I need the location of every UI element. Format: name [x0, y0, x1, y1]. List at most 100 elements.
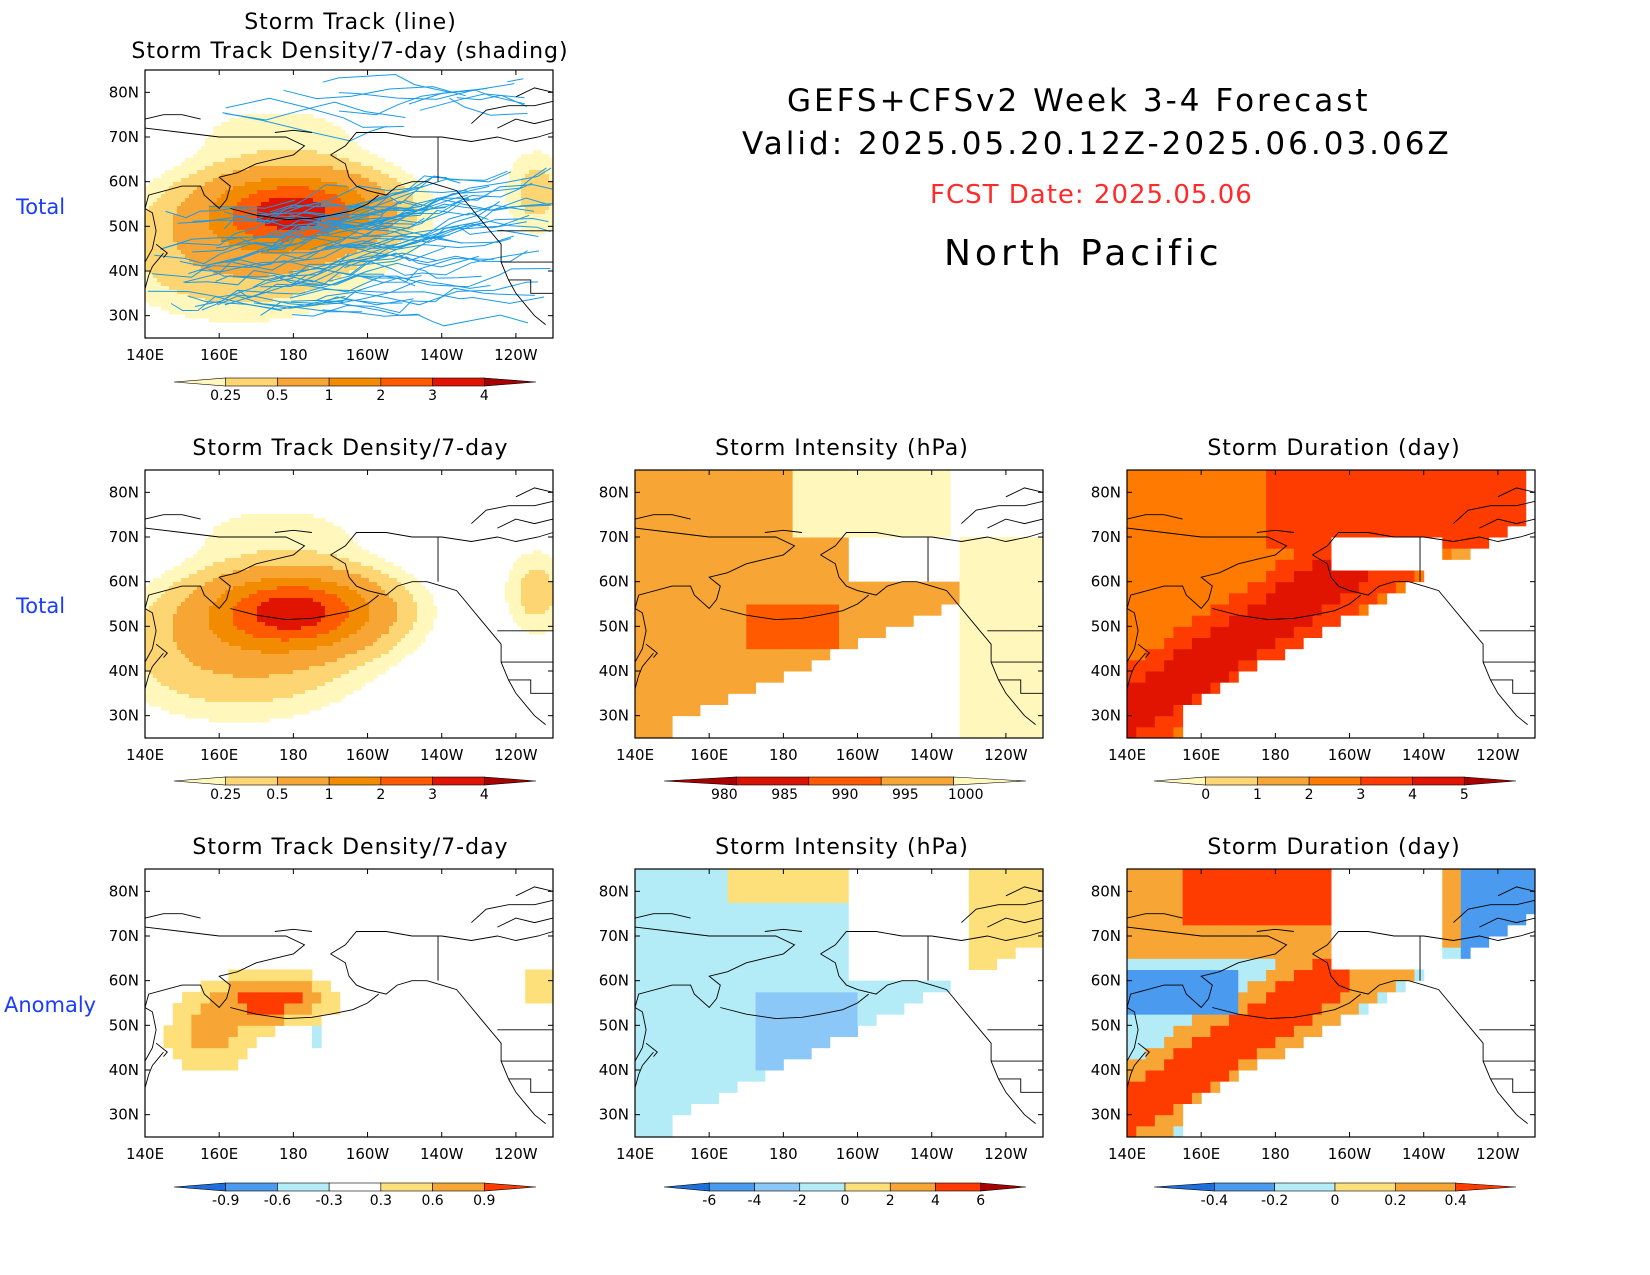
colorbar-density-top: 0.25 0.5 1 2 3 4: [173, 377, 537, 404]
colorbar-segment: [1257, 776, 1310, 786]
colorbar-segment: [1214, 1182, 1275, 1192]
panel-storm-track-subtitle: Storm Track Density/7-day (shading): [131, 39, 569, 64]
lat-tick-label: 70N: [109, 128, 139, 146]
lat-tick-label: 50N: [109, 617, 139, 635]
map-intensity-total: 140E 160E 180 160W 140W 120W 80N 70N 60N 50N 40N 30…: [599, 469, 1044, 764]
colorbar-segment: [889, 1182, 936, 1192]
colorbar-segments: [173, 776, 537, 786]
valid-period: Valid: 2025.05.20.12Z-2025.06.03.06Z: [742, 126, 1452, 162]
lat-tick-label: 40N: [599, 662, 629, 680]
lon-tick-label: 120W: [1476, 746, 1520, 764]
lat-tick-label: 30N: [1091, 707, 1121, 725]
coastline: [144, 487, 554, 725]
forecast-date: FCST Date: 2025.05.06: [930, 180, 1253, 210]
duration-shading: [1127, 470, 1527, 739]
colorbar-segment: [277, 377, 330, 387]
lon-tick-label: 140W: [420, 1145, 464, 1163]
lon-tick-label: 160W: [1328, 1145, 1372, 1163]
colorbar-label: 0: [1201, 787, 1210, 803]
colorbar-label: 0.25: [210, 787, 241, 803]
lat-tick-label: 60N: [1091, 972, 1121, 990]
lon-tick-label: 160W: [1328, 746, 1372, 764]
lon-tick-label: 180: [769, 746, 798, 764]
colorbar-segment: [1334, 1182, 1396, 1192]
lat-tick-label: 40N: [1091, 662, 1121, 680]
colorbar-segment: [432, 377, 485, 387]
lat-tick-label: 30N: [1091, 1106, 1121, 1124]
lon-tick-label: 180: [279, 346, 308, 364]
map-frame: [144, 69, 554, 339]
coastline: [634, 487, 1044, 725]
colorbar-segments: [663, 776, 1027, 786]
colorbar-end-left: [663, 1182, 710, 1192]
colorbar-end-right: [1455, 1182, 1517, 1192]
colorbar-label: 0.3: [370, 1193, 392, 1209]
lon-tick-label: 160E: [1182, 746, 1220, 764]
colorbar-segment: [1412, 776, 1465, 786]
duration-anomaly-shading: [1127, 869, 1536, 1138]
colorbar-end-right: [953, 776, 1027, 786]
lon-tick-label: 160W: [836, 746, 880, 764]
colorbar-end-left: [1153, 776, 1207, 786]
panel-intensity-anomaly-title: Storm Intensity (hPa): [715, 835, 969, 860]
lon-tick-label: 140W: [420, 746, 464, 764]
colorbar-label: -0.9: [212, 1193, 239, 1209]
storm-track-lines: [147, 73, 553, 327]
lon-tick-label: 120W: [494, 1145, 538, 1163]
intensity-anomaly-shading: [635, 869, 1044, 1138]
colorbar-end-right: [483, 377, 537, 387]
lon-tick-label: 160E: [1182, 1145, 1220, 1163]
map-axes: 140E 160E 180 160W 140W 120W 80N 70N 60N 50N 40N 30…: [1091, 469, 1536, 764]
coastline: [144, 886, 554, 1124]
colorbar-segment: [380, 377, 433, 387]
lon-tick-label: 120W: [494, 746, 538, 764]
colorbar-segment: [380, 776, 433, 786]
colorbar-label: 0.2: [1384, 1193, 1406, 1209]
colorbar-label: -0.3: [315, 1193, 342, 1209]
colorbar-end-right: [1463, 776, 1517, 786]
lat-tick-label: 80N: [599, 483, 629, 501]
colorbar-label: 3: [428, 787, 437, 803]
region-name: North Pacific: [944, 233, 1223, 274]
lon-tick-label: 140E: [126, 1145, 164, 1163]
map-density-total: 140E 160E 180 160W 140W 120W 80N 70N 60N 50N 40N 30…: [109, 469, 554, 764]
colorbar-label: 1: [325, 388, 334, 404]
colorbar-label: 4: [931, 1193, 940, 1209]
colorbar-label: 990: [832, 787, 859, 803]
map-frame: [634, 469, 1044, 739]
map-frame: [1126, 868, 1536, 1138]
colorbar-segment: [1395, 1182, 1456, 1192]
colorbar-end-right: [483, 776, 537, 786]
lat-tick-label: 50N: [109, 1016, 139, 1034]
lat-tick-label: 80N: [1091, 483, 1121, 501]
colorbar-label: 0.5: [266, 388, 288, 404]
row-label-anomaly: Anomaly: [4, 993, 97, 1017]
lat-tick-label: 40N: [599, 1061, 629, 1079]
map-axes: 140E 160E 180 160W 140W 120W 80N 70N 60N 50N 40N 30…: [109, 69, 554, 364]
lon-tick-label: 140W: [1402, 746, 1446, 764]
forecast-title: GEFS+CFSv2 Week 3-4 Forecast: [787, 83, 1371, 119]
colorbar-segments: [173, 1182, 537, 1192]
map-duration-total: 140E 160E 180 160W 140W 120W 80N 70N 60N 50N 40N 30…: [1091, 469, 1536, 764]
colorbar-label: 2: [376, 388, 385, 404]
colorbar-label: -0.4: [1201, 1193, 1228, 1209]
lat-tick-label: 60N: [599, 972, 629, 990]
colorbar-segment: [708, 1182, 755, 1192]
lat-tick-label: 70N: [1091, 927, 1121, 945]
lat-tick-label: 50N: [1091, 1016, 1121, 1034]
colorbar-end-left: [173, 1182, 227, 1192]
lat-tick-label: 30N: [109, 707, 139, 725]
map-axes: 140E 160E 180 160W 140W 120W 80N 70N 60N 50N 40N 30…: [1091, 868, 1536, 1163]
colorbar-label: 6: [976, 1193, 985, 1209]
lat-tick-label: 40N: [1091, 1061, 1121, 1079]
lon-tick-label: 120W: [494, 346, 538, 364]
panel-duration-anomaly-title: Storm Duration (day): [1207, 835, 1461, 860]
map-frame: [144, 469, 554, 739]
colorbar-segment: [328, 1182, 382, 1192]
lat-tick-label: 30N: [599, 1106, 629, 1124]
map-axes: 140E 160E 180 160W 140W 120W 80N 70N 60N 50N 40N 30…: [599, 868, 1044, 1163]
lat-tick-label: 60N: [109, 173, 139, 191]
colorbar-segment: [380, 1182, 433, 1192]
lon-tick-label: 120W: [1476, 1145, 1520, 1163]
lat-tick-label: 80N: [599, 882, 629, 900]
